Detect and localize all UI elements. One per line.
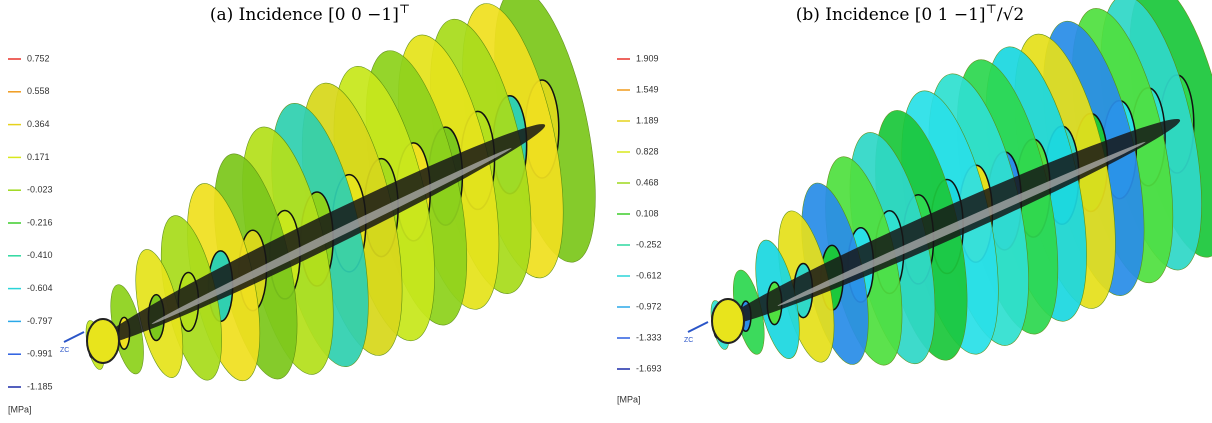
caption-sup: ⊤ <box>399 2 410 16</box>
legend-label: -0.604 <box>27 283 53 293</box>
legend-label: 0.171 <box>27 152 50 162</box>
legend-label: -0.972 <box>636 301 662 311</box>
legend-label: 1.549 <box>636 84 659 94</box>
axis-arrow <box>687 321 709 333</box>
legend-label: 1.909 <box>636 53 659 63</box>
legend-label: 0.558 <box>27 86 50 96</box>
panel: (b) Incidence [0 1 −1]⊤/√2 ZC 1.909 1.549 1.… <box>617 0 1212 404</box>
nose <box>86 318 120 364</box>
caption-main: (b) Incidence [0 1 −1] <box>796 5 986 25</box>
panel: (a) Incidence [0 0 −1]⊤ ZC 0.752 0.558 0.364… <box>8 0 596 414</box>
body <box>94 124 546 346</box>
legend-label: -0.612 <box>636 270 662 280</box>
nose <box>711 298 745 344</box>
render <box>85 0 596 382</box>
legend-label: -0.023 <box>27 185 53 195</box>
caption: (a) Incidence [0 0 −1]⊤ <box>210 2 410 25</box>
caption-tail: /√2 <box>997 5 1024 25</box>
legend-label: -0.991 <box>27 349 53 359</box>
caption: (b) Incidence [0 1 −1]⊤/√2 <box>796 2 1025 25</box>
legend-label: -0.216 <box>27 217 53 227</box>
legend-label: -0.797 <box>27 316 53 326</box>
legend-unit: [MPa] <box>617 394 641 404</box>
caption-main: (a) Incidence [0 0 −1] <box>210 5 399 25</box>
legend-label: -1.185 <box>27 381 53 391</box>
axis-arrow <box>63 331 85 343</box>
legend-label: 0.108 <box>636 208 659 218</box>
axis-label: ZC <box>684 337 693 344</box>
legend-unit: [MPa] <box>8 404 32 414</box>
legend-label: 0.364 <box>27 119 50 129</box>
legend-label: 0.828 <box>636 146 659 156</box>
legend-label: -1.333 <box>636 332 662 342</box>
legend-label: 0.752 <box>27 53 50 63</box>
legend-label: 0.468 <box>636 177 659 187</box>
legend-label: 1.189 <box>636 115 659 125</box>
legend-label: -1.693 <box>636 363 662 373</box>
render <box>710 0 1212 366</box>
axis-label: ZC <box>60 347 69 354</box>
body-highlight <box>151 147 512 325</box>
legend-label: -0.252 <box>636 239 662 249</box>
legend-label: -0.410 <box>27 250 53 260</box>
caption-sup: ⊤ <box>986 2 997 16</box>
body <box>719 118 1181 327</box>
body-highlight <box>777 141 1146 306</box>
